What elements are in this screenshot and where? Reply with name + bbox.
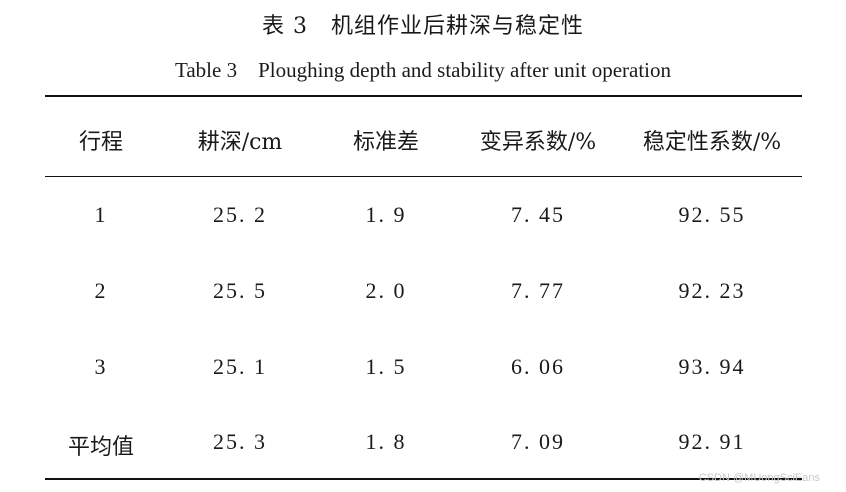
row-3-depth: 25. 1	[213, 354, 267, 379]
header-cv: 变异系数/%	[479, 130, 597, 155]
row-3-cv: 6. 06	[511, 354, 565, 379]
table-top-rule	[45, 95, 802, 97]
row-average-label: 平均值	[67, 435, 135, 460]
row-3-std-dev: 1. 5	[365, 354, 407, 379]
watermark: CSDN @MUongSciEans	[698, 472, 820, 484]
table-header-rule	[45, 176, 802, 177]
row-average-depth: 25. 3	[213, 429, 267, 454]
row-1-std-dev: 1. 9	[365, 202, 407, 227]
row-2-std-dev: 2. 0	[365, 278, 407, 303]
row-2-trip: 2	[94, 278, 108, 303]
row-average-stability: 92. 91	[678, 429, 746, 454]
row-2-cv: 7. 77	[511, 278, 565, 303]
row-average-std-dev: 1. 8	[365, 429, 407, 454]
row-average-cv: 7. 09	[511, 429, 565, 454]
row-1-cv: 7. 45	[511, 202, 565, 227]
table-caption-cn: 表 3 机组作业后耕深与稳定性	[262, 14, 584, 39]
row-1-depth: 25. 2	[213, 202, 267, 227]
row-3-stability: 93. 94	[678, 354, 746, 379]
row-3-trip: 3	[94, 354, 108, 379]
header-depth: 耕深/cm	[197, 130, 283, 155]
row-1-stability: 92. 55	[678, 202, 746, 227]
row-1-trip: 1	[94, 202, 108, 227]
header-stability: 稳定性系数/%	[642, 130, 782, 155]
table-caption-en: Table 3 Ploughing depth and stability af…	[174, 58, 671, 82]
table-bottom-rule	[45, 478, 802, 480]
row-2-stability: 92. 23	[678, 278, 746, 303]
header-std-dev: 标准差	[352, 130, 420, 155]
row-2-depth: 25. 5	[213, 278, 267, 303]
header-trip: 行程	[78, 130, 124, 155]
